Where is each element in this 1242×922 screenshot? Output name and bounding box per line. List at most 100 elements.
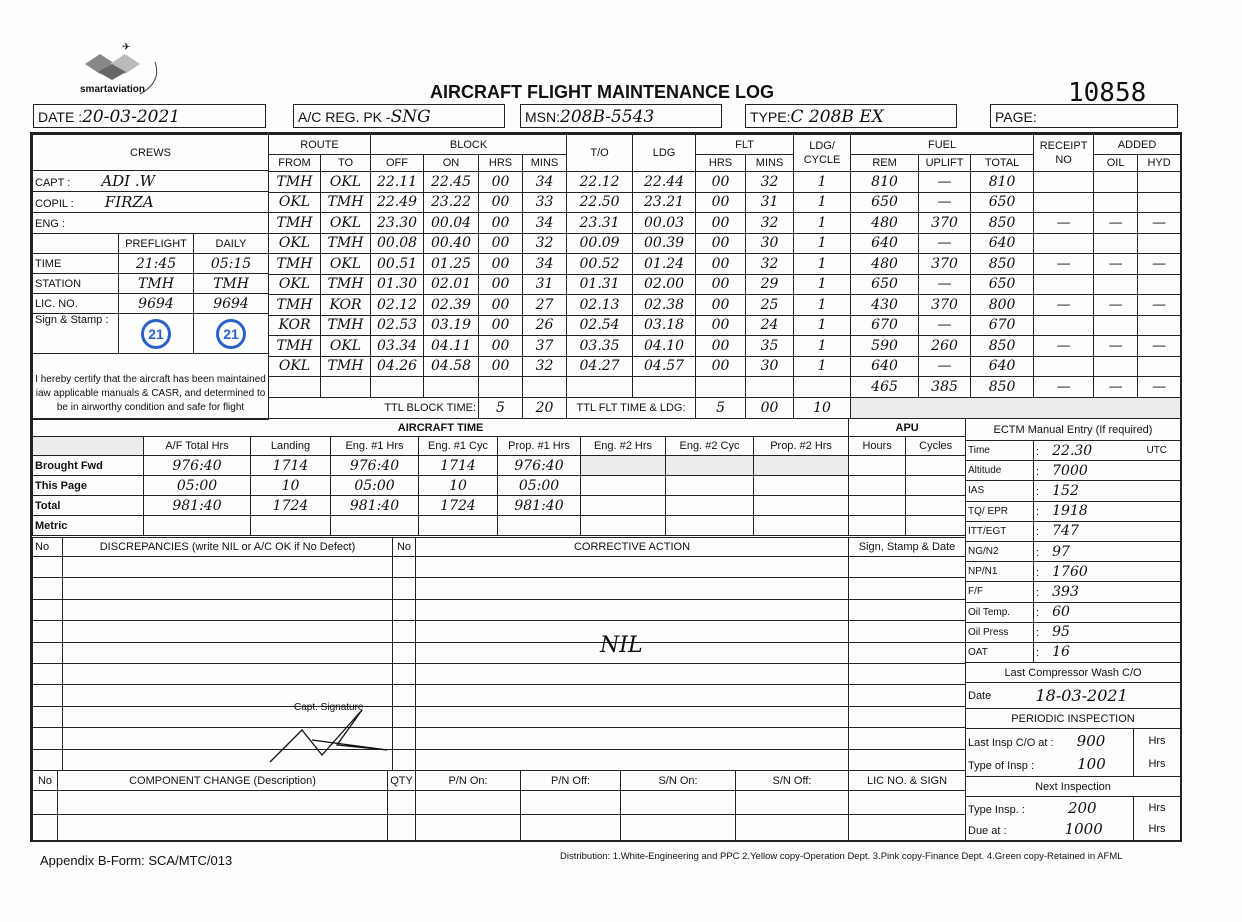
fuel-total-cell[interactable]: 850 (970, 253, 1035, 275)
flt-mins-cell[interactable]: 35 (745, 335, 795, 357)
takeoff-cell[interactable]: 01.31 (566, 273, 634, 295)
block-mins-cell[interactable] (521, 376, 568, 398)
block-off-cell[interactable]: 22.49 (370, 191, 424, 213)
aircraft-time-cell[interactable] (250, 515, 331, 536)
from-cell[interactable]: TMH (268, 171, 321, 193)
aircraft-time-cell[interactable] (905, 515, 967, 536)
from-cell[interactable]: TMH (268, 253, 321, 275)
aircraft-time-cell[interactable]: 976:40 (143, 455, 251, 476)
type-field[interactable]: TYPE:C 208B EX (745, 104, 957, 128)
fuel-rem-cell[interactable]: 590 (850, 335, 920, 357)
fuel-rem-cell[interactable]: 480 (850, 212, 920, 234)
landing-cell[interactable]: 03.18 (632, 314, 697, 336)
block-on-cell[interactable]: 23.22 (423, 191, 479, 213)
discrepancy-row[interactable] (32, 577, 966, 600)
block-on-cell[interactable]: 00.40 (423, 232, 479, 254)
oil-added-cell[interactable]: — (1093, 212, 1139, 234)
ldg-cycle-cell[interactable]: 1 (793, 191, 852, 213)
from-cell[interactable]: TMH (268, 294, 321, 316)
block-off-cell[interactable]: 04.26 (370, 355, 424, 377)
fuel-total-cell[interactable]: 850 (970, 335, 1035, 357)
fuel-rem-cell[interactable]: 650 (850, 191, 920, 213)
aircraft-time-cell[interactable]: 976:40 (330, 455, 419, 476)
block-hrs-cell[interactable]: 00 (478, 314, 523, 336)
discrepancy-row[interactable] (32, 662, 966, 686)
fuel-rem-cell[interactable]: 480 (850, 253, 920, 275)
aircraft-time-cell[interactable] (848, 475, 907, 496)
aircraft-time-cell[interactable] (905, 455, 967, 476)
lic-preflight[interactable]: 9694 (118, 293, 194, 314)
flt-hrs-cell[interactable]: 00 (695, 294, 747, 316)
discrepancy-cell[interactable] (62, 662, 393, 686)
hyd-added-cell[interactable] (1137, 355, 1182, 377)
aircraft-time-cell[interactable] (905, 475, 967, 496)
to-cell[interactable]: TMH (320, 232, 371, 254)
discrepancy-cell[interactable] (392, 662, 416, 686)
takeoff-cell[interactable]: 04.27 (566, 355, 634, 377)
page-field[interactable]: PAGE: (990, 104, 1178, 128)
fuel-total-cell[interactable]: 650 (970, 191, 1035, 213)
aircraft-time-cell[interactable] (330, 515, 419, 536)
oil-added-cell[interactable]: — (1093, 294, 1139, 316)
flt-mins-cell[interactable]: 31 (745, 191, 795, 213)
block-on-cell[interactable] (423, 376, 479, 398)
aircraft-time-cell[interactable] (665, 515, 754, 536)
fuel-total-cell[interactable]: 670 (970, 314, 1035, 336)
fuel-rem-cell[interactable]: 670 (850, 314, 920, 336)
discrepancy-row[interactable] (32, 684, 966, 707)
ectm-value-cell[interactable]: : 95 (1033, 621, 1134, 643)
ttl-ldg[interactable]: 10 (793, 396, 852, 419)
takeoff-cell[interactable]: 00.09 (566, 232, 634, 254)
ectm-value-cell[interactable]: : 60 (1033, 601, 1134, 623)
aircraft-time-cell[interactable]: 05:00 (143, 475, 251, 496)
flt-mins-cell[interactable]: 30 (745, 232, 795, 254)
fuel-uplift-cell[interactable]: — (918, 355, 972, 377)
fuel-rem-cell[interactable]: 430 (850, 294, 920, 316)
takeoff-cell[interactable]: 00.52 (566, 253, 634, 275)
flt-hrs-cell[interactable]: 00 (695, 355, 747, 377)
ttl-block-hrs[interactable]: 5 (478, 396, 523, 419)
block-hrs-cell[interactable] (478, 376, 523, 398)
receipt-no-cell[interactable]: — (1033, 294, 1095, 316)
discrepancy-cell[interactable] (32, 748, 63, 771)
next-type-row[interactable]: Type Insp. : 200 (965, 796, 1134, 819)
to-cell[interactable]: TMH (320, 314, 371, 336)
eng-field[interactable]: ENG : (31, 212, 270, 234)
fuel-total-cell[interactable]: 850 (970, 376, 1035, 398)
block-on-cell[interactable]: 02.01 (423, 273, 479, 295)
oil-added-cell[interactable] (1093, 314, 1139, 336)
flt-mins-cell[interactable]: 29 (745, 273, 795, 295)
aircraft-time-cell[interactable]: 981:40 (497, 495, 581, 516)
aircraft-time-cell[interactable] (752, 495, 850, 516)
aircraft-time-cell[interactable] (580, 495, 666, 516)
time-daily[interactable]: 05:15 (192, 253, 270, 274)
block-mins-cell[interactable]: 26 (521, 314, 568, 336)
reg-field[interactable]: A/C REG. PK -SNG (293, 104, 505, 128)
to-cell[interactable]: OKL (320, 253, 371, 275)
receipt-no-cell[interactable] (1033, 355, 1095, 377)
from-cell[interactable] (268, 376, 321, 398)
fuel-rem-cell[interactable]: 650 (850, 273, 920, 295)
hyd-added-cell[interactable]: — (1137, 376, 1182, 398)
landing-cell[interactable]: 00.03 (632, 212, 697, 234)
discrepancy-cell[interactable] (392, 598, 416, 622)
discrepancy-cell[interactable] (415, 555, 849, 579)
aircraft-time-cell[interactable] (848, 495, 907, 516)
aircraft-time-cell[interactable]: 05:00 (330, 475, 419, 496)
type-insp-row[interactable]: Type of Insp : 100 (965, 752, 1134, 778)
block-mins-cell[interactable]: 32 (521, 232, 568, 254)
time-preflight[interactable]: 21:45 (118, 253, 194, 274)
aircraft-time-cell[interactable] (580, 475, 666, 496)
from-cell[interactable]: OKL (268, 232, 321, 254)
ectm-value-cell[interactable]: : 22.30 (1033, 439, 1134, 462)
block-on-cell[interactable]: 00.04 (423, 212, 479, 234)
ldg-cycle-cell[interactable]: 1 (793, 355, 852, 377)
block-off-cell[interactable]: 02.12 (370, 294, 424, 316)
discrepancy-cell[interactable] (848, 620, 966, 643)
discrepancy-cell[interactable] (848, 727, 966, 750)
hyd-added-cell[interactable]: — (1137, 253, 1182, 275)
aircraft-time-cell[interactable]: 1724 (418, 495, 498, 516)
block-hrs-cell[interactable]: 00 (478, 232, 523, 254)
block-off-cell[interactable]: 03.34 (370, 335, 424, 357)
discrepancy-cell[interactable] (392, 705, 416, 729)
